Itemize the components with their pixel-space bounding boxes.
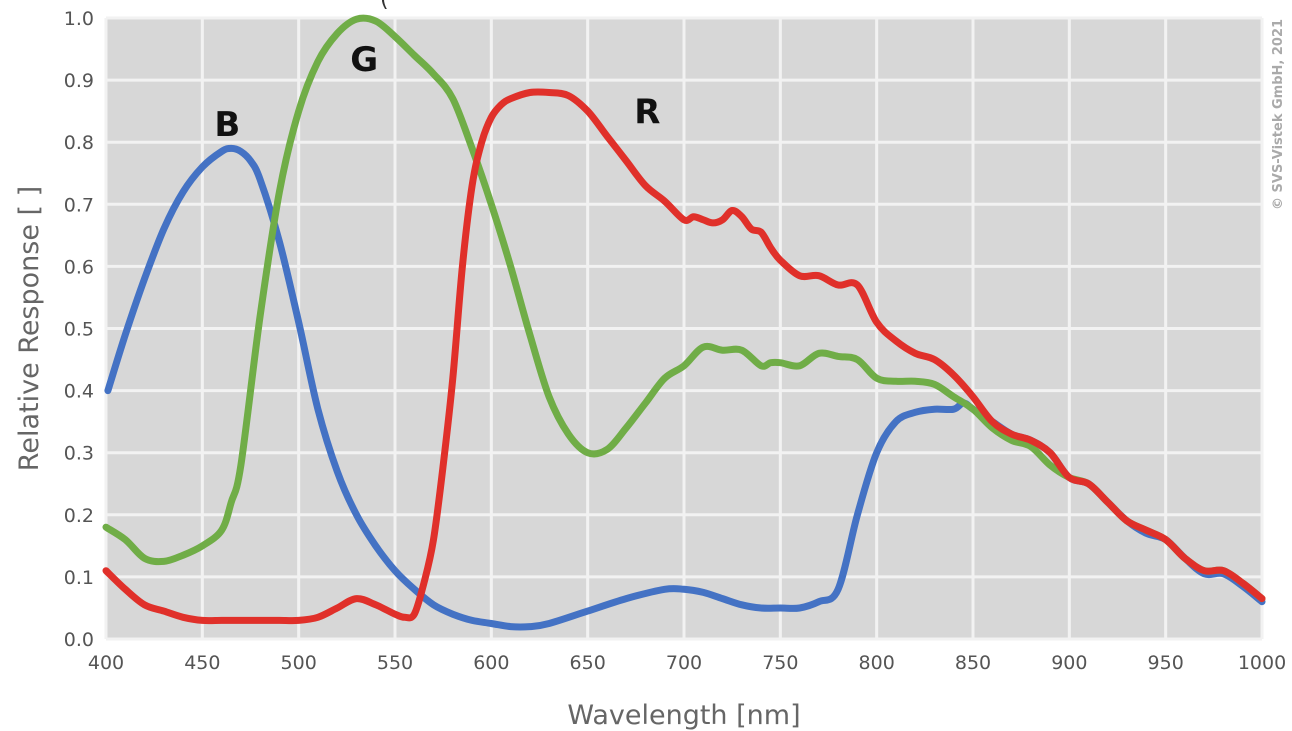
series-line-g xyxy=(102,14,1266,603)
cropped-title-fragment: ( xyxy=(380,0,389,12)
x-tick-label: 500 xyxy=(281,652,317,674)
curve-label-r: R xyxy=(634,93,660,133)
y-tick-label: 0.7 xyxy=(64,194,94,216)
x-axis-ticks: 400 450 500 550 600 650 700 750 800 850 900 950 1000 xyxy=(88,652,1286,674)
x-tick-label: 700 xyxy=(666,652,702,674)
y-tick-label: 0.3 xyxy=(64,443,94,465)
x-tick-label: 600 xyxy=(473,652,509,674)
x-tick-label: 650 xyxy=(570,652,606,674)
copyright-notice: © SVS-Vistek GmbH, 2021 xyxy=(1271,19,1286,210)
curve-label-b: B xyxy=(214,105,240,145)
x-tick-label: 900 xyxy=(1051,652,1087,674)
x-tick-label: 850 xyxy=(955,652,991,674)
y-axis-title: Relative Response [ ] xyxy=(14,186,45,471)
x-tick-label: 750 xyxy=(762,652,798,674)
y-axis-ticks: 0.0 0.1 0.2 0.3 0.4 0.5 0.6 0.7 0.8 0.9 1.0 xyxy=(64,8,94,651)
x-tick-label: 1000 xyxy=(1238,652,1286,674)
x-axis-title: Wavelength [nm] xyxy=(567,700,800,731)
series-layer xyxy=(102,14,1266,631)
x-tick-label: 800 xyxy=(859,652,895,674)
x-tick-label: 550 xyxy=(377,652,413,674)
y-tick-label: 0.5 xyxy=(64,319,94,341)
y-tick-label: 0.8 xyxy=(64,132,94,154)
x-tick-label: 400 xyxy=(88,652,124,674)
y-tick-label: 1.0 xyxy=(64,8,94,30)
x-tick-label: 450 xyxy=(184,652,220,674)
x-tick-label: 950 xyxy=(1148,652,1184,674)
y-tick-label: 0.1 xyxy=(64,567,94,589)
curve-label-g: G xyxy=(350,40,378,80)
series-line-r xyxy=(102,88,1266,625)
y-tick-label: 0.0 xyxy=(64,629,94,651)
y-tick-label: 0.2 xyxy=(64,505,94,527)
y-tick-label: 0.9 xyxy=(64,70,94,92)
curve-labels: B G R xyxy=(214,40,660,145)
y-tick-label: 0.4 xyxy=(64,381,94,403)
y-tick-label: 0.6 xyxy=(64,256,94,278)
